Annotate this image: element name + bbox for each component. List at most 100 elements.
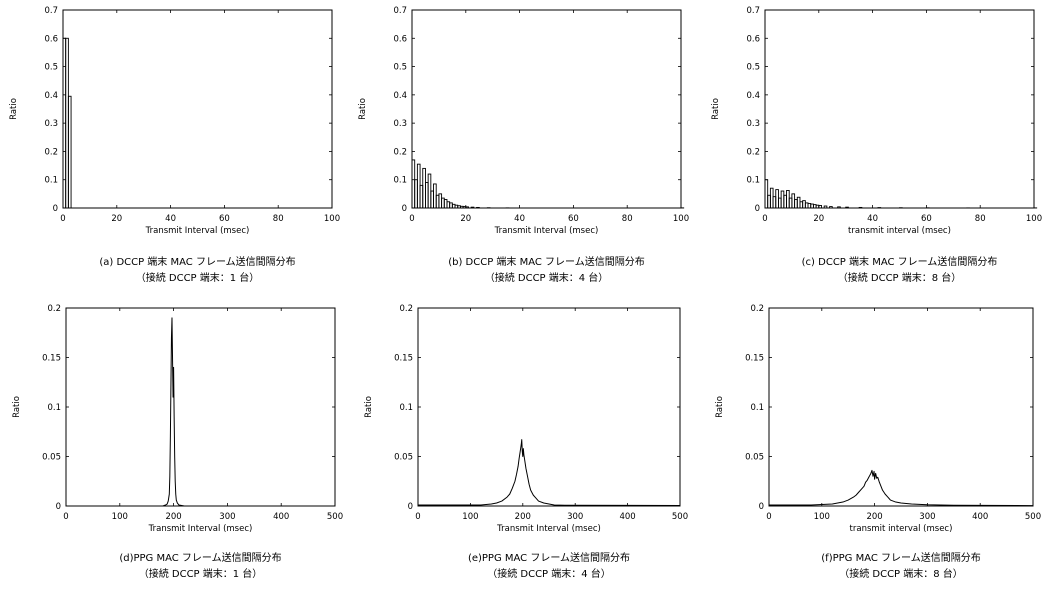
x-tick-label: 20 (813, 214, 824, 224)
plot-frame (411, 9, 682, 209)
series-line (66, 317, 335, 507)
histogram-bar (823, 205, 828, 209)
histogram-bar (837, 206, 841, 209)
x-axis-label: Transmit Interval (msec) (148, 524, 253, 534)
y-tick-label: 0.2 (746, 147, 760, 157)
y-tick-label: 0.7 (393, 6, 407, 16)
x-tick-label: 100 (324, 214, 340, 224)
chart-caption: （接続 DCCP 端末：1 台） (139, 567, 263, 580)
y-tick-label: 0.05 (394, 453, 413, 463)
y-tick-label: 0.1 (44, 176, 58, 186)
y-tick-label: 0.2 (399, 304, 413, 314)
x-tick-label: 200 (866, 512, 882, 522)
x-axis-label: Transmit Interval (msec) (496, 524, 601, 534)
y-tick-label: 0.2 (750, 304, 764, 314)
x-tick-label: 80 (273, 214, 284, 224)
x-tick-label: 40 (514, 214, 525, 224)
y-axis-label: Ratio (364, 396, 374, 418)
plot-frame (65, 307, 336, 507)
y-tick-label: 0.3 (393, 119, 407, 129)
plot-frame (417, 307, 681, 507)
y-tick-label: 0.2 (44, 147, 58, 157)
y-tick-label: 0 (402, 204, 407, 214)
x-tick-label: 0 (766, 512, 771, 522)
x-tick-label: 100 (462, 512, 478, 522)
y-tick-label: 0.05 (42, 453, 61, 463)
chart-caption: （接続 DCCP 端末：4 台） (487, 567, 611, 580)
x-tick-label: 40 (867, 214, 878, 224)
chart-caption: （接続 DCCP 端末：4 台） (485, 271, 609, 284)
chart-f: 0 100 200 300 400 500 0 0.05 0.1 0.15 0.2 transmit … (715, 304, 1041, 580)
y-tick-label: 0 (408, 502, 413, 512)
histogram-bar (858, 206, 863, 209)
chart-d: 0 100 200 300 400 500 0 0.05 0.1 0.15 0.2 Transmit … (12, 304, 343, 580)
y-tick-label: 0.05 (745, 453, 764, 463)
chart-e: 0 100 200 300 400 500 0 0.05 0.1 0.15 0.2 Transmit … (364, 304, 688, 580)
x-tick-label: 20 (460, 214, 471, 224)
histogram-bar (470, 206, 475, 209)
y-tick-label: 0 (755, 204, 760, 214)
y-tick-label: 0.5 (44, 63, 58, 73)
y-tick-label: 0.7 (44, 6, 58, 16)
chart-caption: （接続 DCCP 端末：8 台） (839, 567, 963, 580)
x-tick-label: 80 (622, 214, 633, 224)
x-tick-label: 100 (112, 512, 128, 522)
series-line (769, 469, 1034, 507)
x-axis-label: Transmit Interval (msec) (494, 226, 599, 236)
x-tick-label: 60 (219, 214, 230, 224)
y-axis-label: Ratio (12, 396, 22, 418)
x-tick-label: 500 (1025, 512, 1041, 522)
x-tick-label: 400 (972, 512, 988, 522)
y-tick-label: 0.4 (746, 91, 760, 101)
x-tick-label: 400 (273, 512, 289, 522)
y-tick-label: 0.15 (42, 354, 61, 364)
y-tick-label: 0.1 (393, 176, 407, 186)
y-tick-label: 0 (53, 204, 58, 214)
y-tick-label: 0.1 (399, 403, 413, 413)
x-tick-label: 40 (165, 214, 176, 224)
chart-caption: (c) DCCP 端末 MAC フレーム送信間隔分布 (802, 255, 998, 268)
chart-caption: （接続 DCCP 端末：1 台） (136, 271, 260, 284)
y-tick-label: 0.3 (746, 119, 760, 129)
x-tick-label: 20 (111, 214, 122, 224)
chart-caption: (d)PPG MAC フレーム送信間隔分布 (119, 551, 281, 564)
x-tick-label: 300 (919, 512, 935, 522)
histogram-bar (818, 205, 822, 209)
y-tick-label: 0.2 (47, 304, 61, 314)
x-tick-label: 0 (415, 512, 420, 522)
histogram-bar (476, 206, 480, 209)
plot-frame (62, 9, 333, 209)
y-tick-label: 0.6 (44, 34, 58, 44)
y-tick-label: 0.1 (746, 176, 760, 186)
y-tick-label: 0 (759, 502, 764, 512)
histogram-bar (465, 206, 469, 209)
chart-a: 0 20 40 60 80 100 0 0.1 0.2 0.3 0.4 0.5 0.6 0.7 Transm… (9, 6, 340, 284)
x-tick-label: 500 (672, 512, 688, 522)
y-tick-label: 0.2 (393, 147, 407, 157)
x-tick-label: 60 (921, 214, 932, 224)
y-tick-label: 0.1 (47, 403, 61, 413)
x-tick-label: 0 (762, 214, 767, 224)
y-tick-label: 0.7 (746, 6, 760, 16)
x-tick-label: 300 (219, 512, 235, 522)
histogram-bar (829, 206, 833, 209)
x-tick-label: 400 (619, 512, 635, 522)
chart-caption: (a) DCCP 端末 MAC フレーム送信間隔分布 (99, 255, 295, 268)
y-tick-label: 0.3 (44, 119, 58, 129)
y-tick-label: 0.6 (746, 34, 760, 44)
x-tick-label: 500 (327, 512, 343, 522)
histogram-bar (845, 206, 849, 209)
x-tick-label: 300 (567, 512, 583, 522)
plot-frame (764, 9, 1035, 209)
chart-caption: (e)PPG MAC フレーム送信間隔分布 (468, 551, 630, 564)
chart-caption: (f)PPG MAC フレーム送信間隔分布 (821, 551, 980, 564)
y-tick-label: 0.4 (44, 91, 58, 101)
histogram-bar (764, 179, 769, 209)
y-tick-label: 0.5 (746, 63, 760, 73)
x-tick-label: 0 (63, 512, 68, 522)
x-axis-label: transmit interval (msec) (848, 226, 951, 236)
y-tick-label: 0.6 (393, 34, 407, 44)
x-axis-label: transmit interval (msec) (850, 524, 953, 534)
x-tick-label: 0 (409, 214, 414, 224)
